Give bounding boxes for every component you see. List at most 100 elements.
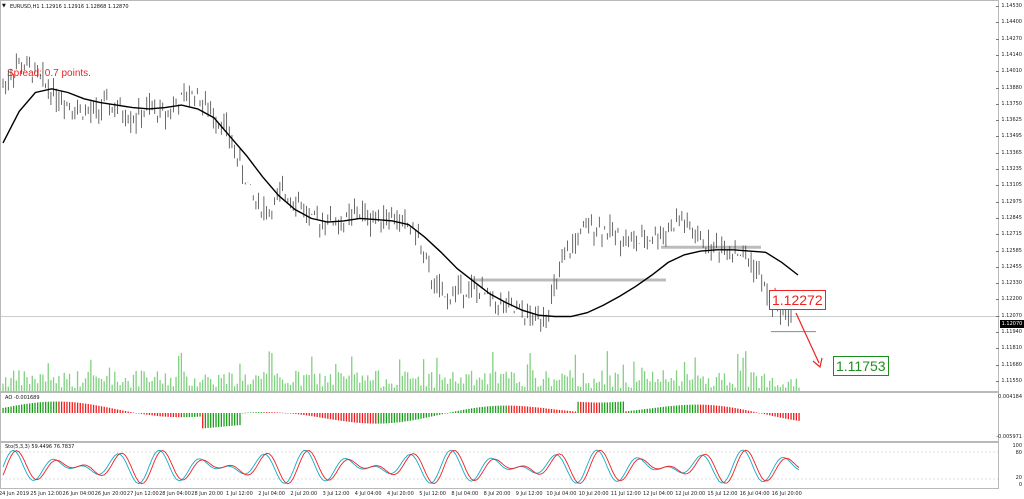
ao-bar — [508, 405, 510, 413]
ao-bar — [729, 407, 731, 413]
ao-bar — [249, 412, 252, 413]
ao-bar — [71, 402, 73, 413]
ao-bar — [18, 405, 20, 413]
ao-bar — [76, 402, 79, 413]
ao-bar — [194, 413, 196, 417]
ao-bar — [303, 413, 305, 416]
time-axis-label: 4 Jul 20:00 — [386, 491, 414, 497]
ao-bar — [540, 407, 542, 413]
ao-bar — [364, 413, 366, 424]
ao-bar — [598, 402, 601, 413]
ao-bar — [263, 412, 265, 413]
ao-bar — [415, 413, 417, 420]
ao-bar — [7, 406, 10, 413]
dropdown-triangle-icon[interactable]: ▼ — [2, 3, 6, 9]
stoch-label-100: 100 — [1012, 443, 1022, 449]
ao-bar — [588, 402, 590, 413]
time-axis-label: 27 Jun 12:00 — [126, 491, 159, 497]
ao-bar — [537, 407, 539, 413]
price-axis-tick — [996, 71, 999, 73]
ao-bar — [737, 408, 739, 413]
upper-price-box: 1.12272 — [769, 290, 826, 310]
ao-bar — [34, 402, 36, 413]
ao-bar — [212, 413, 215, 428]
ao-bar — [399, 413, 401, 423]
ao-bar — [601, 402, 603, 413]
ao-bar — [10, 406, 12, 413]
ao-bar — [324, 413, 326, 419]
ao-bar — [50, 401, 52, 413]
ao-bar — [505, 405, 507, 413]
ao-bar — [787, 413, 790, 420]
price-axis-tick — [996, 266, 999, 268]
price-axis[interactable]: 1.14530 1.14400 1.14270 1.14140 1.14010 1.138… — [996, 0, 1024, 392]
ao-bar — [265, 412, 268, 413]
ao-bar — [662, 406, 664, 413]
ao-bar — [774, 413, 776, 417]
ao-bar — [675, 405, 678, 413]
ao-bar — [271, 412, 273, 413]
ao-bar — [481, 406, 483, 413]
ao-bar — [641, 409, 643, 413]
ao-indicator-pane[interactable]: AO -0.001689 — [0, 392, 999, 442]
ao-title: AO -0.001689 — [5, 395, 40, 401]
ao-bar — [90, 404, 92, 413]
ao-bar — [734, 408, 736, 413]
ao-bar — [646, 408, 648, 413]
stochastic-pane[interactable]: Sto(5,3,3) 59.4496 76.7837 — [0, 442, 1000, 489]
ao-bar — [151, 413, 153, 416]
price-axis-label: 1.13105 — [1001, 182, 1022, 189]
ao-bar — [545, 408, 547, 413]
price-axis-tick — [996, 6, 999, 7]
ao-bar — [316, 413, 318, 418]
ao-bar — [441, 413, 443, 415]
ao-bar — [260, 412, 262, 413]
ao-bar — [26, 403, 28, 413]
price-axis-label: 1.12330 — [1001, 280, 1022, 287]
ao-bar — [702, 404, 704, 413]
ao-bar — [234, 413, 236, 426]
ao-bar — [148, 413, 151, 416]
ao-bar — [697, 404, 699, 413]
time-axis-label: 8 Jul 20:00 — [483, 491, 511, 497]
time-axis-label: 2 Jul 04:00 — [258, 491, 285, 497]
ao-bar — [42, 402, 44, 413]
ao-bar — [114, 408, 116, 413]
ao-bar — [705, 404, 707, 413]
ao-bar — [55, 401, 57, 413]
price-axis-tick — [996, 87, 999, 89]
ao-bar — [175, 413, 177, 418]
price-chart-pane[interactable]: ▼ EURUSD,H1 1.12916 1.12916 1.12868 1.12… — [0, 0, 1000, 392]
ao-bar — [140, 413, 143, 414]
ao-bar — [276, 412, 278, 413]
current-price-marker: 1.12070 — [1000, 320, 1024, 328]
ao-bar — [255, 412, 257, 413]
time-axis[interactable]: 24 Jun 2019 25 Jun 12:00 26 Jun 04:00 26 Ju… — [0, 489, 999, 499]
ao-bar — [782, 413, 784, 419]
ao-bar — [380, 413, 382, 424]
ao-bar — [779, 413, 782, 418]
ao-bar — [468, 408, 470, 413]
ao-bar — [241, 412, 244, 414]
ao-bar — [321, 413, 324, 418]
ao-bar — [388, 413, 390, 424]
price-axis-tick — [996, 38, 999, 40]
ao-bar — [122, 410, 124, 413]
price-axis-tick — [996, 250, 999, 252]
forecast-arrow-head — [812, 357, 823, 369]
ao-bar — [630, 410, 632, 413]
ao-bar — [651, 408, 654, 413]
ao-bar — [436, 413, 438, 416]
ao-bar — [407, 413, 409, 422]
chart-title: EURUSD,H1 1.12916 1.12916 1.12868 1.1287… — [10, 4, 129, 10]
ao-bar — [313, 413, 316, 417]
ao-bar — [761, 413, 763, 414]
ao-bar — [510, 405, 513, 413]
ao-bar — [319, 413, 321, 418]
ao-bar — [454, 411, 457, 413]
ao-bar — [516, 405, 518, 413]
price-axis-tick — [996, 234, 999, 236]
ao-bar — [753, 411, 755, 413]
ao-bar — [375, 413, 377, 424]
lower-price-box: 1.11753 — [833, 356, 889, 376]
